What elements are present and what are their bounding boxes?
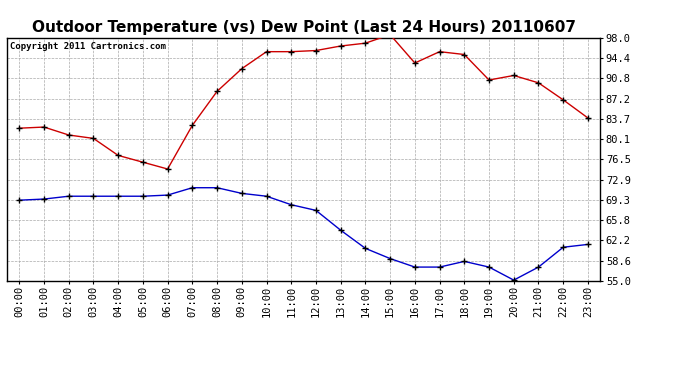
Text: Copyright 2011 Cartronics.com: Copyright 2011 Cartronics.com: [10, 42, 166, 51]
Title: Outdoor Temperature (vs) Dew Point (Last 24 Hours) 20110607: Outdoor Temperature (vs) Dew Point (Last…: [32, 20, 575, 35]
